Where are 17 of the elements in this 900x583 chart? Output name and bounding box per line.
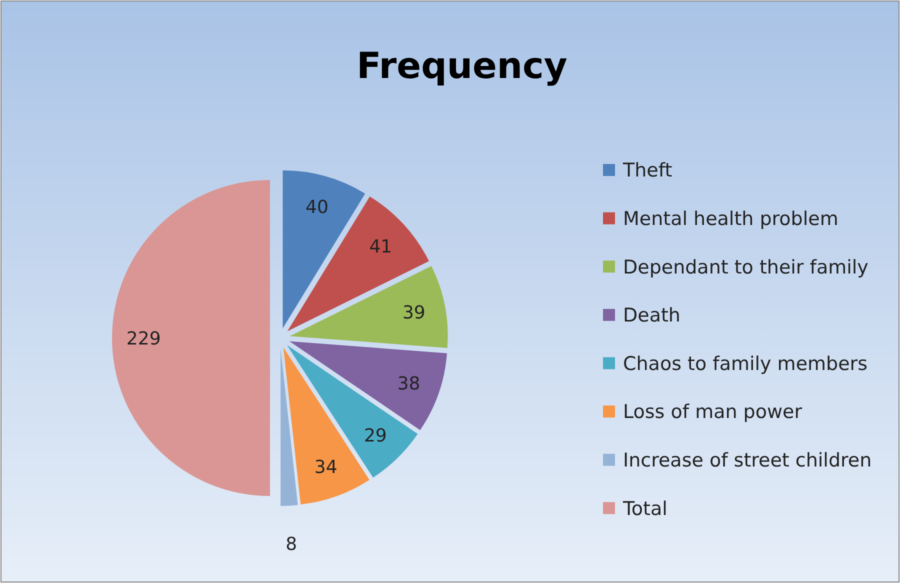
data-label: 40: [306, 197, 328, 218]
chart-title: Frequency: [356, 46, 568, 87]
data-label: 8: [286, 534, 298, 555]
legend-label: Chaos to family members: [623, 352, 868, 375]
legend-label: Dependant to their family: [623, 256, 868, 278]
legend-label: Total: [622, 498, 668, 520]
legend-label: Death: [623, 304, 680, 327]
data-label: 229: [126, 328, 161, 350]
data-label: 41: [369, 236, 392, 258]
legend-label: Increase of street children: [623, 449, 872, 472]
legend-label: Loss of man power: [623, 401, 802, 424]
data-label: 39: [402, 302, 426, 324]
legend-label: Theft: [622, 160, 672, 182]
legend-label: Mental health problem: [623, 208, 838, 230]
data-label: 38: [397, 373, 420, 394]
data-label: 34: [314, 456, 338, 478]
data-label: 29: [364, 426, 387, 447]
